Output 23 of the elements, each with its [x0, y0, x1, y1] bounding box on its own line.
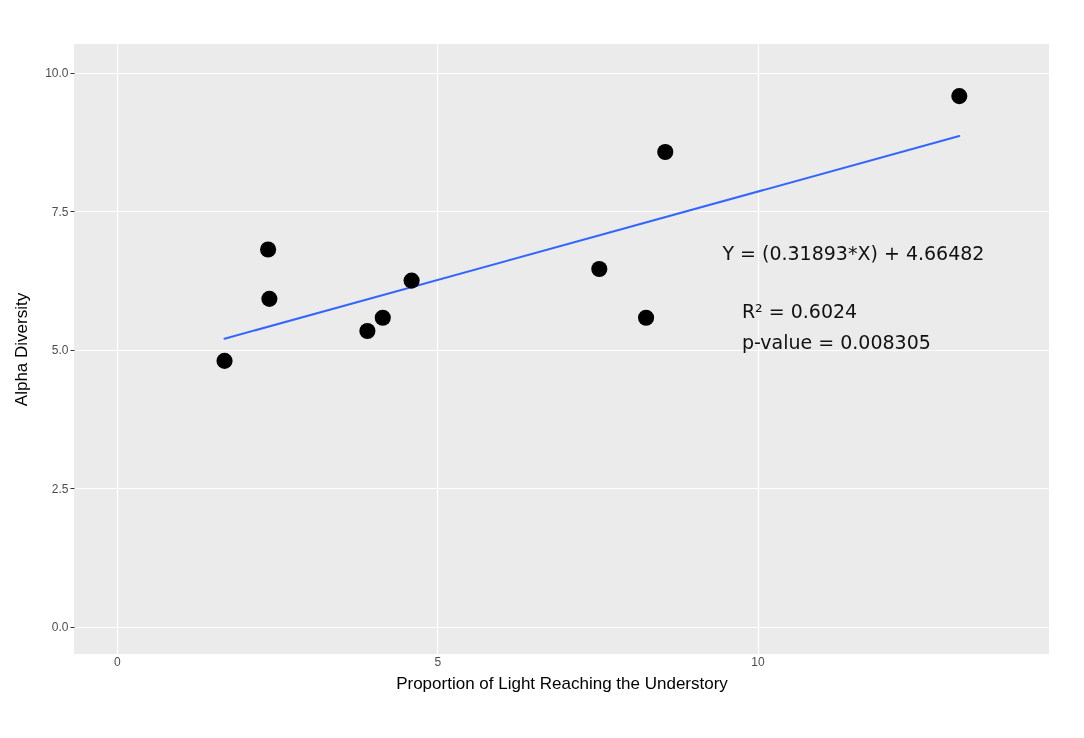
- x-tick-label: 10: [751, 654, 766, 669]
- x-tick-label: 5: [434, 654, 442, 669]
- x-tick-label: 0: [114, 654, 122, 669]
- y-tick-label: 10.0: [45, 66, 69, 81]
- point: [657, 143, 674, 161]
- annotation: p-value = 0.008305: [741, 330, 931, 353]
- y-axis-title: Alpha Diversity: [12, 292, 32, 407]
- point: [216, 352, 233, 369]
- point: [261, 290, 278, 307]
- y-tick-label: 0.0: [51, 620, 69, 635]
- y-tick-label: 5.0: [51, 343, 69, 358]
- annotation: R² = 0.6024: [741, 300, 858, 323]
- y-tick-label: 7.5: [51, 204, 69, 219]
- point: [591, 260, 608, 277]
- point: [374, 309, 391, 326]
- point: [260, 241, 277, 258]
- point: [951, 88, 968, 105]
- x-axis-title: Proportion of Light Reaching the Understory: [396, 673, 729, 693]
- point: [638, 309, 655, 326]
- point: [403, 272, 420, 289]
- point: [359, 322, 376, 340]
- annotation: Y = (0.31893*X) + 4.66482: [721, 242, 985, 265]
- y-tick-label: 2.5: [51, 481, 69, 496]
